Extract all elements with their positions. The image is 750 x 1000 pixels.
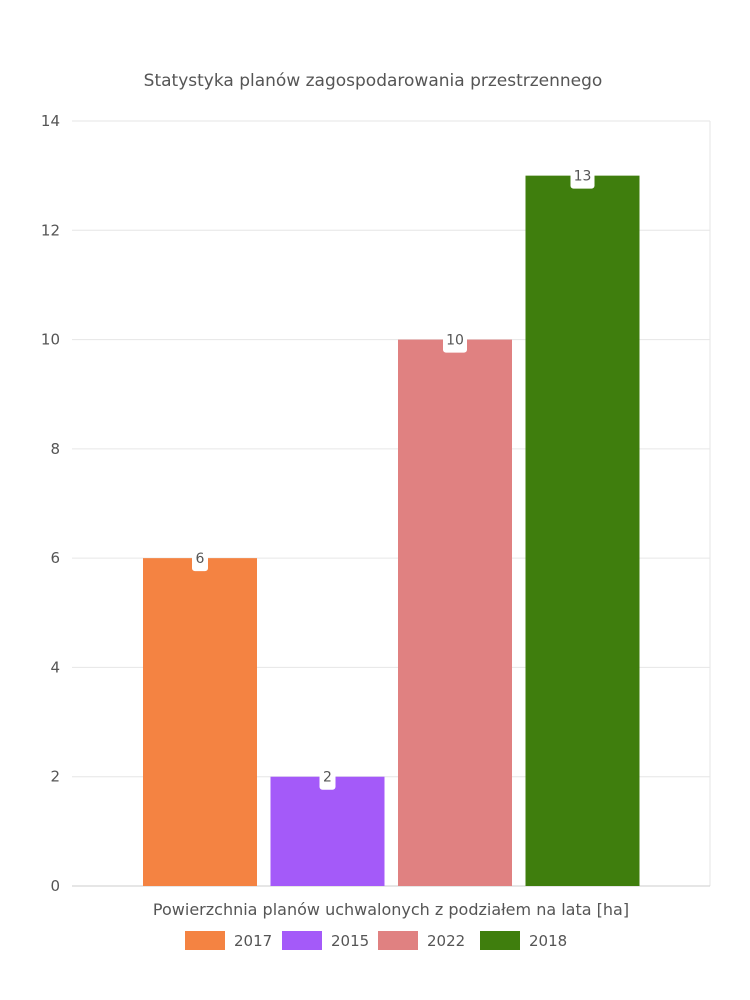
y-tick-label: 12	[41, 221, 60, 239]
bar-2017[interactable]	[143, 558, 257, 886]
legend-swatch	[185, 931, 225, 950]
data-label-box	[570, 167, 595, 189]
data-label-box	[192, 550, 208, 572]
bar-2018[interactable]	[525, 175, 640, 887]
y-tick-label: 10	[41, 331, 60, 349]
bar-2022[interactable]	[398, 339, 512, 887]
legend-swatch	[282, 931, 322, 950]
legend-label: 2022	[427, 932, 465, 950]
y-tick-label: 6	[50, 549, 60, 567]
data-label-2022: 10	[446, 333, 464, 349]
legend[interactable]: 2017 2015 2022 2018	[185, 931, 567, 950]
y-tick-label: 4	[50, 658, 60, 676]
y-tick-label: 14	[41, 112, 60, 130]
legend-item-2018[interactable]: 2018	[480, 931, 567, 950]
legend-item-2015[interactable]: 2015	[282, 931, 369, 950]
data-labels: 6 2 10 13	[192, 167, 595, 790]
legend-label: 2017	[234, 932, 272, 950]
data-label-2015: 2	[323, 770, 332, 786]
y-tick-label: 2	[50, 768, 60, 786]
bars	[143, 175, 640, 887]
y-tick-label: 0	[50, 877, 60, 895]
chart-title: Statystyka planów zagospodarowania przes…	[144, 71, 603, 91]
legend-swatch	[480, 931, 520, 950]
data-label-2018: 13	[574, 169, 592, 185]
data-label-2017: 6	[196, 551, 205, 567]
legend-label: 2015	[331, 932, 369, 950]
legend-item-2022[interactable]: 2022	[378, 931, 465, 950]
y-tick-label: 8	[50, 440, 60, 458]
legend-swatch	[378, 931, 418, 950]
legend-item-2017[interactable]: 2017	[185, 931, 272, 950]
data-label-box	[443, 331, 467, 353]
x-axis-title: Powierzchnia planów uchwalonych z podzia…	[153, 900, 629, 919]
y-axis-ticks: 0 2 4 6 8 10 12 14	[41, 112, 60, 895]
bar-2015[interactable]	[270, 776, 385, 886]
data-label-box	[319, 768, 336, 790]
legend-label: 2018	[529, 932, 567, 950]
